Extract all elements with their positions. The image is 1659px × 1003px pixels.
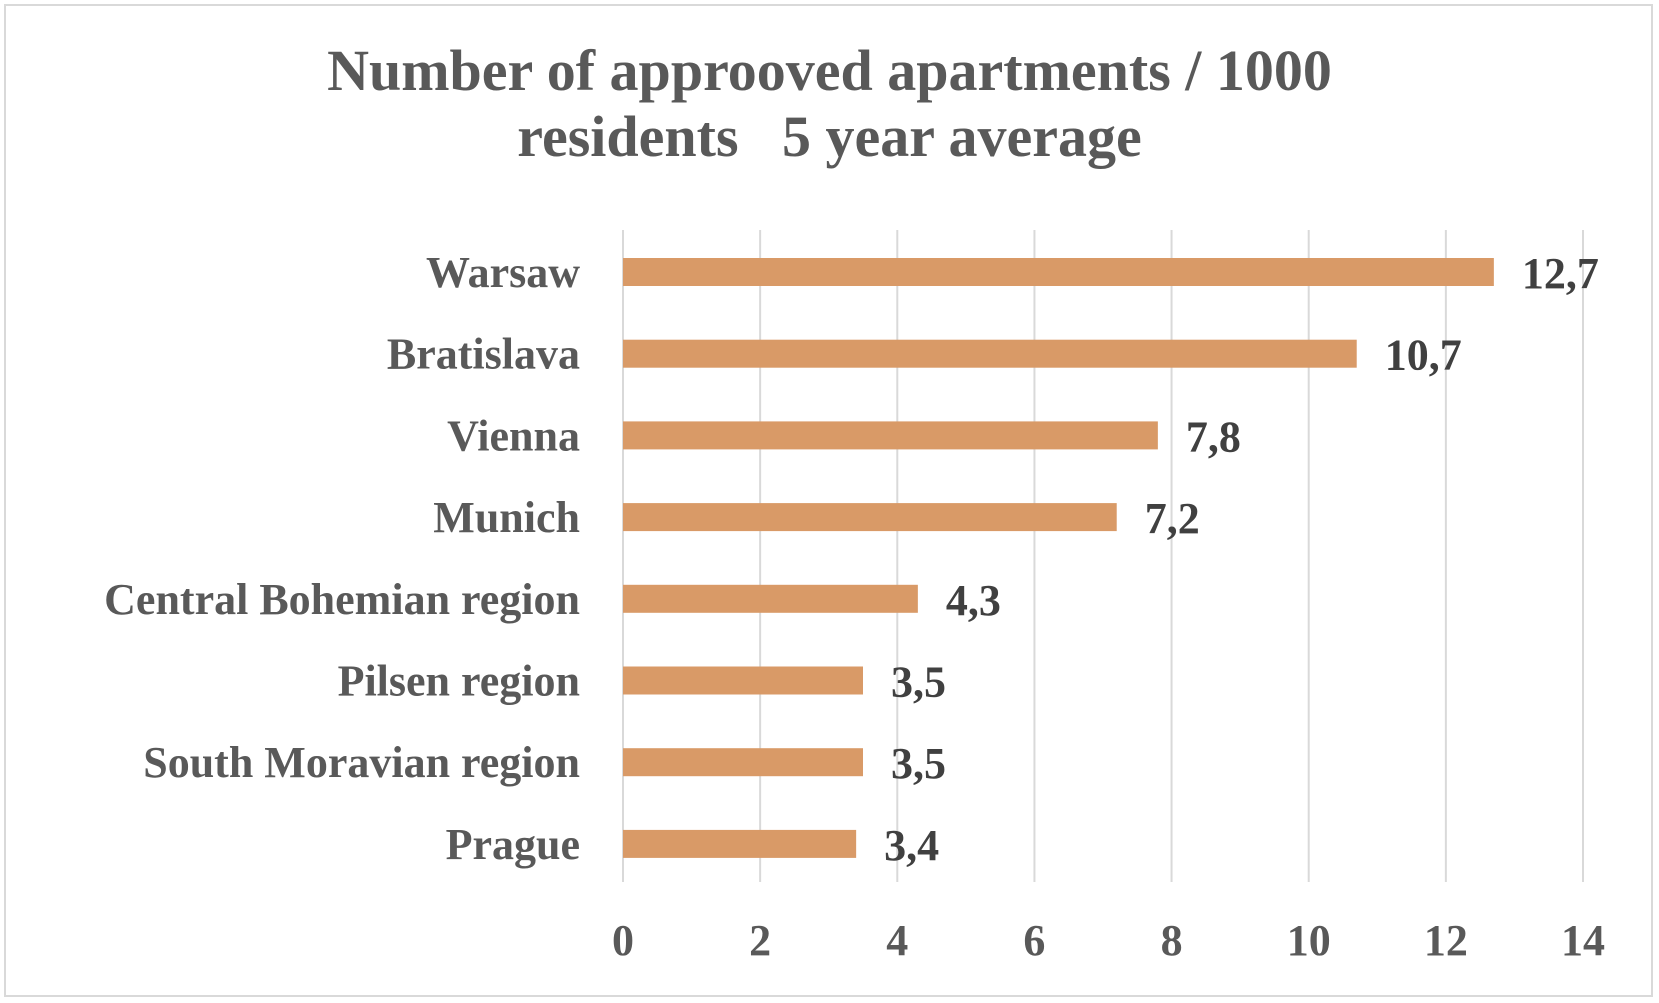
bar-3	[623, 503, 1117, 532]
category-label-3: Munich	[433, 493, 580, 542]
x-tick-label-6: 6	[1023, 916, 1045, 965]
category-labels: Warsaw Bratislava Vienna Munich Central Bohe…	[104, 248, 580, 869]
data-label-0: 12,7	[1522, 249, 1599, 298]
bar-6	[623, 748, 863, 777]
x-tick-label-8: 8	[1161, 916, 1183, 965]
data-label-4: 4,3	[946, 576, 1001, 625]
x-tick-label-2: 2	[749, 916, 771, 965]
data-label-6: 3,5	[891, 739, 946, 788]
data-labels: 12,710,77,87,24,33,53,53,4	[884, 249, 1599, 870]
x-axis-tick-labels: 0 2 4 6 8 10 12 14	[612, 916, 1605, 965]
grid-lines	[622, 230, 1584, 882]
category-label-4: Central Bohemian region	[104, 575, 580, 624]
x-tick-label-0: 0	[612, 916, 634, 965]
bars	[623, 258, 1494, 858]
bar-2	[623, 421, 1158, 450]
data-label-1: 10,7	[1385, 331, 1462, 380]
data-label-5: 3,5	[891, 658, 946, 707]
category-label-5: Pilsen region	[338, 657, 580, 706]
category-label-7: Prague	[446, 820, 580, 869]
data-label-7: 3,4	[884, 821, 939, 870]
bar-7	[623, 829, 857, 858]
bar-4	[623, 584, 918, 613]
bar-1	[623, 339, 1357, 368]
x-tick-label-10: 10	[1287, 916, 1331, 965]
chart-title-line-2: residents 5 year average	[517, 104, 1142, 169]
data-label-3: 7,2	[1145, 494, 1200, 543]
x-tick-label-4: 4	[886, 916, 908, 965]
category-label-2: Vienna	[447, 411, 580, 460]
category-label-6: South Moravian region	[143, 738, 580, 787]
category-label-1: Bratislava	[387, 330, 580, 379]
chart-title-line-1: Number of approoved apartments / 1000	[327, 38, 1332, 103]
chart-title: Number of approoved apartments / 1000 re…	[0, 38, 1659, 170]
x-tick-label-12: 12	[1424, 916, 1468, 965]
bar-0	[623, 258, 1494, 286]
bar-5	[623, 666, 863, 695]
x-tick-label-14: 14	[1561, 916, 1605, 965]
data-label-2: 7,8	[1186, 412, 1241, 461]
category-label-0: Warsaw	[426, 248, 580, 297]
